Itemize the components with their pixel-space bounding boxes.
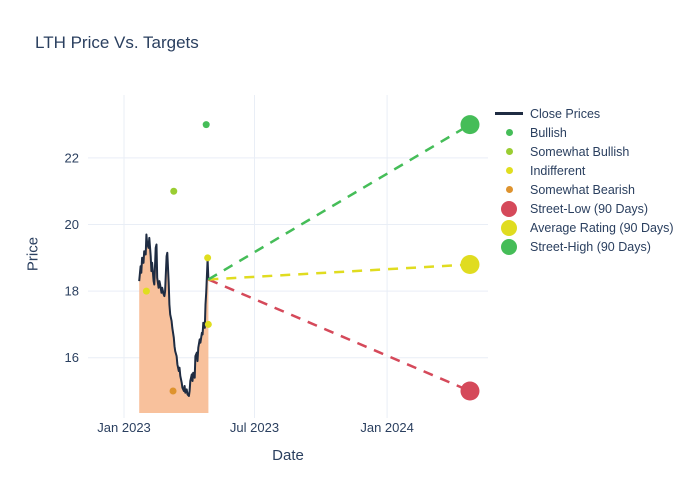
legend-label: Street-High (90 Days) — [530, 239, 651, 254]
legend-item-street-low[interactable]: Street-Low (90 Days) — [495, 199, 674, 218]
street-high-dot-icon — [495, 238, 523, 255]
y-tick-label-22: 22 — [65, 150, 79, 165]
somewhat-bearish-marker-0[interactable] — [169, 387, 177, 395]
y-axis-title: Price — [24, 236, 42, 272]
legend: Close Prices Bullish Somewhat Bullish In… — [495, 104, 674, 256]
legend-label: Average Rating (90 Days) — [530, 220, 674, 235]
legend-item-close-prices[interactable]: Close Prices — [495, 104, 674, 123]
legend-label: Close Prices — [530, 106, 601, 121]
close-prices-line-icon — [495, 112, 523, 115]
x-tick-label-jan-2023: Jan 2023 — [97, 420, 151, 435]
average-rating-dot-icon — [495, 219, 523, 236]
street-high-90-days-marker-0[interactable] — [460, 115, 480, 135]
indifferent-marker-2[interactable] — [204, 320, 212, 328]
legend-item-average-rating[interactable]: Average Rating (90 Days) — [495, 218, 674, 237]
average-rating-90-days-marker-0[interactable] — [460, 254, 480, 274]
legend-label: Somewhat Bullish — [530, 144, 630, 159]
legend-item-bullish[interactable]: Bullish — [495, 123, 674, 142]
average-rating-90-days-connector — [208, 263, 471, 281]
close-prices-fill — [139, 234, 209, 413]
somewhat-bullish-dot-icon — [495, 148, 523, 155]
indifferent-marker-0[interactable] — [142, 287, 150, 295]
legend-label: Street-Low (90 Days) — [530, 201, 649, 216]
legend-item-somewhat-bearish[interactable]: Somewhat Bearish — [495, 180, 674, 199]
somewhat-bullish-marker-0[interactable] — [170, 187, 178, 195]
legend-label: Bullish — [530, 125, 567, 140]
x-tick-label-jan-2024: Jan 2024 — [360, 420, 414, 435]
y-tick-label-18: 18 — [65, 284, 79, 299]
chart-title: LTH Price Vs. Targets — [35, 33, 199, 52]
indifferent-dot-icon — [495, 167, 523, 174]
bullish-marker-0[interactable] — [202, 121, 210, 129]
bullish-dot-icon — [495, 129, 523, 136]
indifferent-marker-1[interactable] — [204, 254, 212, 262]
street-low-90-days-marker-0[interactable] — [460, 381, 480, 401]
legend-label: Somewhat Bearish — [530, 182, 635, 197]
street-low-dot-icon — [495, 200, 523, 217]
somewhat-bearish-dot-icon — [495, 186, 523, 193]
legend-label: Indifferent — [530, 163, 586, 178]
close-prices-line[interactable] — [138, 233, 210, 397]
street-high-90-days-connector — [207, 123, 471, 281]
legend-item-street-high[interactable]: Street-High (90 Days) — [495, 237, 674, 256]
x-axis-title: Date — [272, 447, 304, 464]
legend-item-indifferent[interactable]: Indifferent — [495, 161, 674, 180]
y-tick-label-20: 20 — [65, 217, 79, 232]
x-tick-label-jul-2023: Jul 2023 — [230, 420, 279, 435]
street-low-90-days-connector — [207, 278, 471, 393]
y-tick-label-16: 16 — [65, 350, 79, 365]
legend-item-somewhat-bullish[interactable]: Somewhat Bullish — [495, 142, 674, 161]
